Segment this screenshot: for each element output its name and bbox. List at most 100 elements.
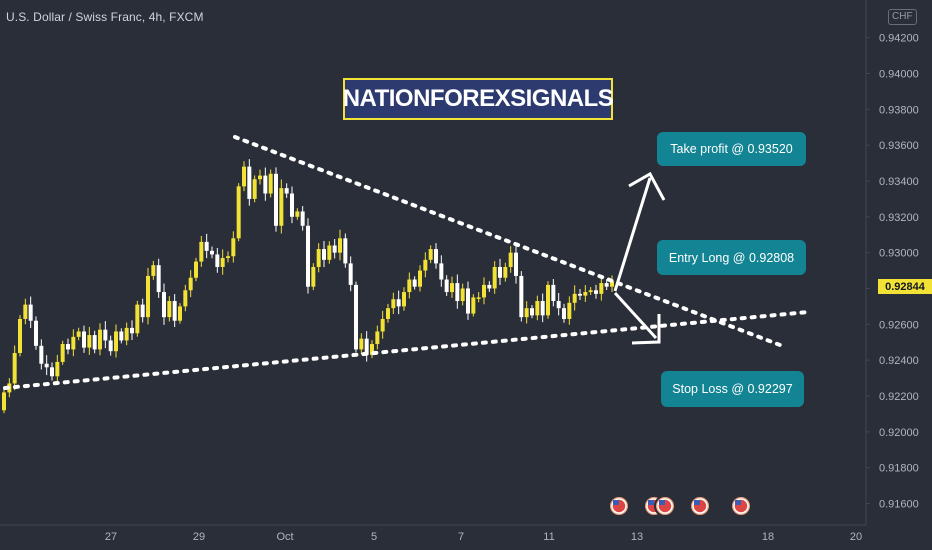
candle-body: [530, 308, 534, 316]
y-tick-label: 0.92400: [879, 355, 919, 367]
candle-body: [60, 344, 65, 362]
candle-body: [39, 345, 44, 364]
stop-loss-arrowhead: [631, 314, 661, 345]
candle-body: [588, 290, 593, 293]
candle-body: [375, 331, 380, 345]
candle-body: [300, 211, 305, 226]
candle-body: [391, 299, 396, 309]
currency-badge[interactable]: CHF: [888, 9, 917, 25]
candle-body: [263, 175, 268, 194]
watermark-box: NATIONFOREXSIGNALS: [343, 78, 614, 120]
candle-body: [290, 193, 294, 217]
candles-layer: [2, 159, 614, 414]
candle-body: [386, 308, 390, 319]
descending-trendline[interactable]: [233, 135, 782, 347]
take-profit-label: Take profit @ 0.93520: [670, 142, 793, 156]
candle-body: [242, 166, 246, 187]
candle-body: [514, 252, 518, 276]
candle-body: [535, 301, 540, 316]
us-flag-event-icon-canton: [735, 500, 741, 505]
candle-body: [172, 301, 177, 321]
stop-loss-arrow[interactable]: [613, 291, 658, 340]
candle-body: [18, 318, 22, 353]
candle-body: [124, 327, 129, 341]
candle-body: [199, 241, 204, 262]
candle-body: [28, 304, 33, 321]
candle-body: [407, 279, 412, 293]
time-axis[interactable]: 27 29 Oct 5 7 11 13 18 20: [0, 524, 866, 543]
candle-body: [364, 338, 369, 355]
candle-body: [295, 211, 300, 217]
candle-body: [418, 270, 422, 287]
take-profit-arrowhead: [628, 171, 666, 201]
candle-body: [71, 336, 76, 350]
price-axis[interactable]: 0.94200 0.94000 0.93800 0.93600 0.93400 0.932…: [865, 0, 919, 525]
candle-body: [583, 292, 588, 296]
candle-body: [194, 261, 198, 278]
candle-body: [380, 318, 385, 332]
candle-body: [12, 352, 17, 384]
y-tick-label: 0.92000: [879, 427, 919, 439]
candle-body: [546, 284, 550, 316]
take-profit-callout[interactable]: Take profit @ 0.93520: [657, 132, 806, 166]
candle-body: [103, 329, 108, 341]
candle-body: [556, 301, 561, 309]
candle-body: [226, 256, 230, 259]
candle-body: [498, 266, 502, 278]
candle-body: [594, 290, 598, 294]
candle-body: [567, 302, 572, 319]
y-tick-label: 0.93800: [879, 104, 919, 116]
candle-body: [338, 238, 342, 253]
candle-body: [215, 254, 220, 267]
candle-body: [50, 367, 54, 377]
ascending-trendline[interactable]: [3, 310, 810, 390]
candle-body: [439, 263, 444, 280]
candle-body: [108, 340, 113, 352]
candle-body: [114, 331, 118, 352]
candle-body: [327, 245, 332, 260]
candle-body: [599, 283, 604, 294]
candle-body: [316, 249, 321, 267]
candle-body: [34, 320, 38, 346]
candle-body: [572, 293, 577, 303]
candle-body: [274, 173, 278, 226]
candle-body: [119, 331, 124, 341]
candle-body: [135, 304, 140, 334]
candle-body: [162, 292, 166, 318]
candle-body: [279, 188, 284, 226]
y-tick-label: 0.94000: [879, 68, 919, 80]
entry-long-callout[interactable]: Entry Long @ 0.92808: [657, 240, 806, 275]
candle-body: [492, 266, 497, 289]
candle-body: [220, 258, 225, 267]
candle-body: [551, 284, 556, 302]
candle-body: [2, 392, 6, 411]
candle-body: [66, 344, 70, 350]
candle-body: [412, 279, 417, 287]
x-tick-label: 5: [371, 531, 377, 543]
candle-body: [508, 252, 513, 267]
candle-body: [258, 175, 262, 180]
candle-body: [247, 166, 252, 199]
candle-body: [487, 284, 492, 289]
x-tick-label: 7: [458, 531, 464, 543]
trendlines-layer: [3, 135, 810, 390]
candle-body: [236, 186, 241, 239]
candle-body: [311, 266, 316, 287]
last-price-tag: 0.92844: [878, 279, 932, 294]
candle-body: [151, 265, 156, 276]
economic-events: [608, 495, 752, 517]
candle-body: [348, 263, 353, 285]
take-profit-arrow[interactable]: [613, 177, 652, 292]
candle-body: [540, 301, 545, 316]
candle-body: [444, 279, 449, 293]
candle-body: [92, 335, 97, 350]
candle-body: [188, 277, 193, 291]
candle-body: [354, 284, 358, 350]
candle-body: [167, 301, 172, 318]
us-flag-event-icon-canton: [613, 500, 619, 505]
x-tick-label: 27: [105, 531, 117, 543]
stop-loss-callout[interactable]: Stop Loss @ 0.92297: [661, 371, 804, 407]
y-tick-label: 0.91800: [879, 463, 919, 475]
symbol-title: U.S. Dollar / Swiss Franc, 4h, FXCM: [6, 10, 204, 24]
